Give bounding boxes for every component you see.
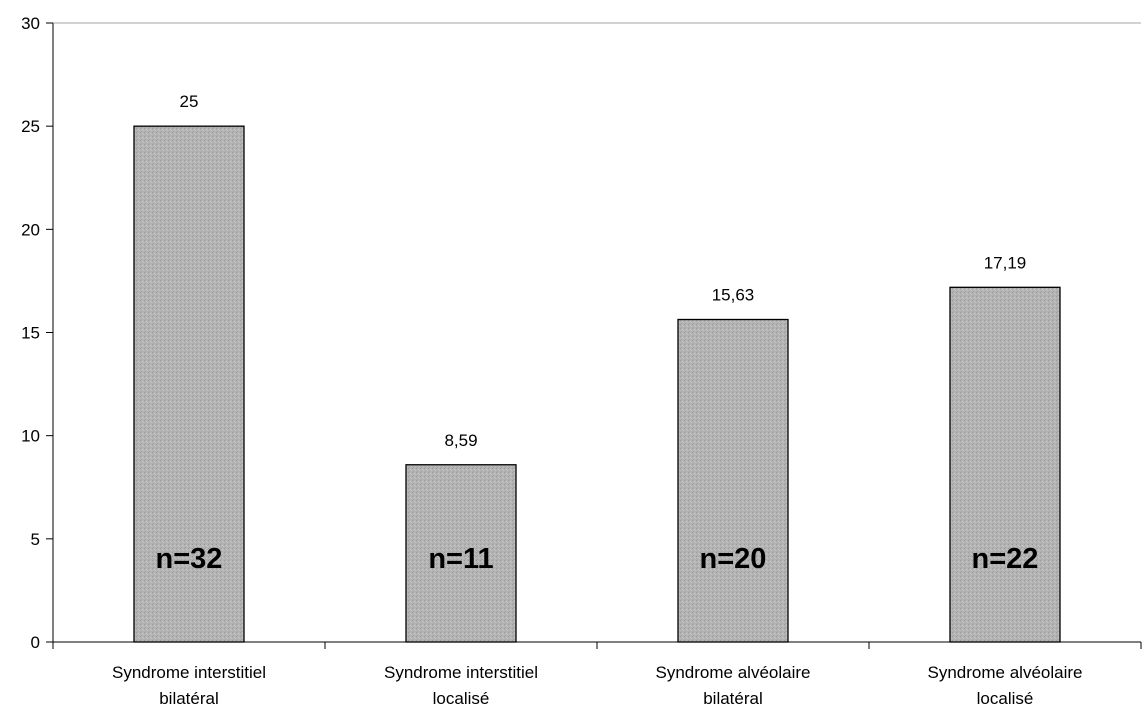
data-label: 8,59 — [444, 431, 477, 450]
y-tick-label: 15 — [21, 324, 40, 343]
data-label: 25 — [180, 92, 199, 111]
x-category-label: localisé — [977, 689, 1034, 708]
x-category-label: Syndrome interstitiel — [112, 663, 266, 682]
y-tick-label: 0 — [31, 633, 40, 652]
x-category-label: bilatéral — [159, 689, 219, 708]
x-category-label: bilatéral — [703, 689, 763, 708]
labels: 25 n=32 Syndrome interstitiel bilatéral 8,59… — [112, 92, 1082, 708]
bar — [133, 125, 245, 643]
bar — [405, 464, 517, 643]
x-category-label: Syndrome interstitiel — [384, 663, 538, 682]
bar — [949, 286, 1061, 643]
x-category-label: Syndrome alvéolaire — [928, 663, 1083, 682]
x-category-label: Syndrome alvéolaire — [656, 663, 811, 682]
x-category-label: localisé — [433, 689, 490, 708]
bars — [133, 125, 1061, 643]
sample-size-label: n=11 — [428, 543, 493, 575]
sample-size-label: n=22 — [972, 543, 1039, 575]
y-tick-label: 20 — [21, 220, 40, 239]
sample-size-label: n=32 — [156, 543, 223, 575]
sample-size-label: n=20 — [700, 543, 767, 575]
y-tick-label: 5 — [31, 530, 40, 549]
data-label: 17,19 — [984, 253, 1027, 272]
data-label: 15,63 — [712, 286, 755, 305]
y-tick-label: 30 — [21, 14, 40, 33]
y-tick-label: 25 — [21, 117, 40, 136]
bar — [677, 318, 789, 643]
y-tick-label: 10 — [21, 427, 40, 446]
